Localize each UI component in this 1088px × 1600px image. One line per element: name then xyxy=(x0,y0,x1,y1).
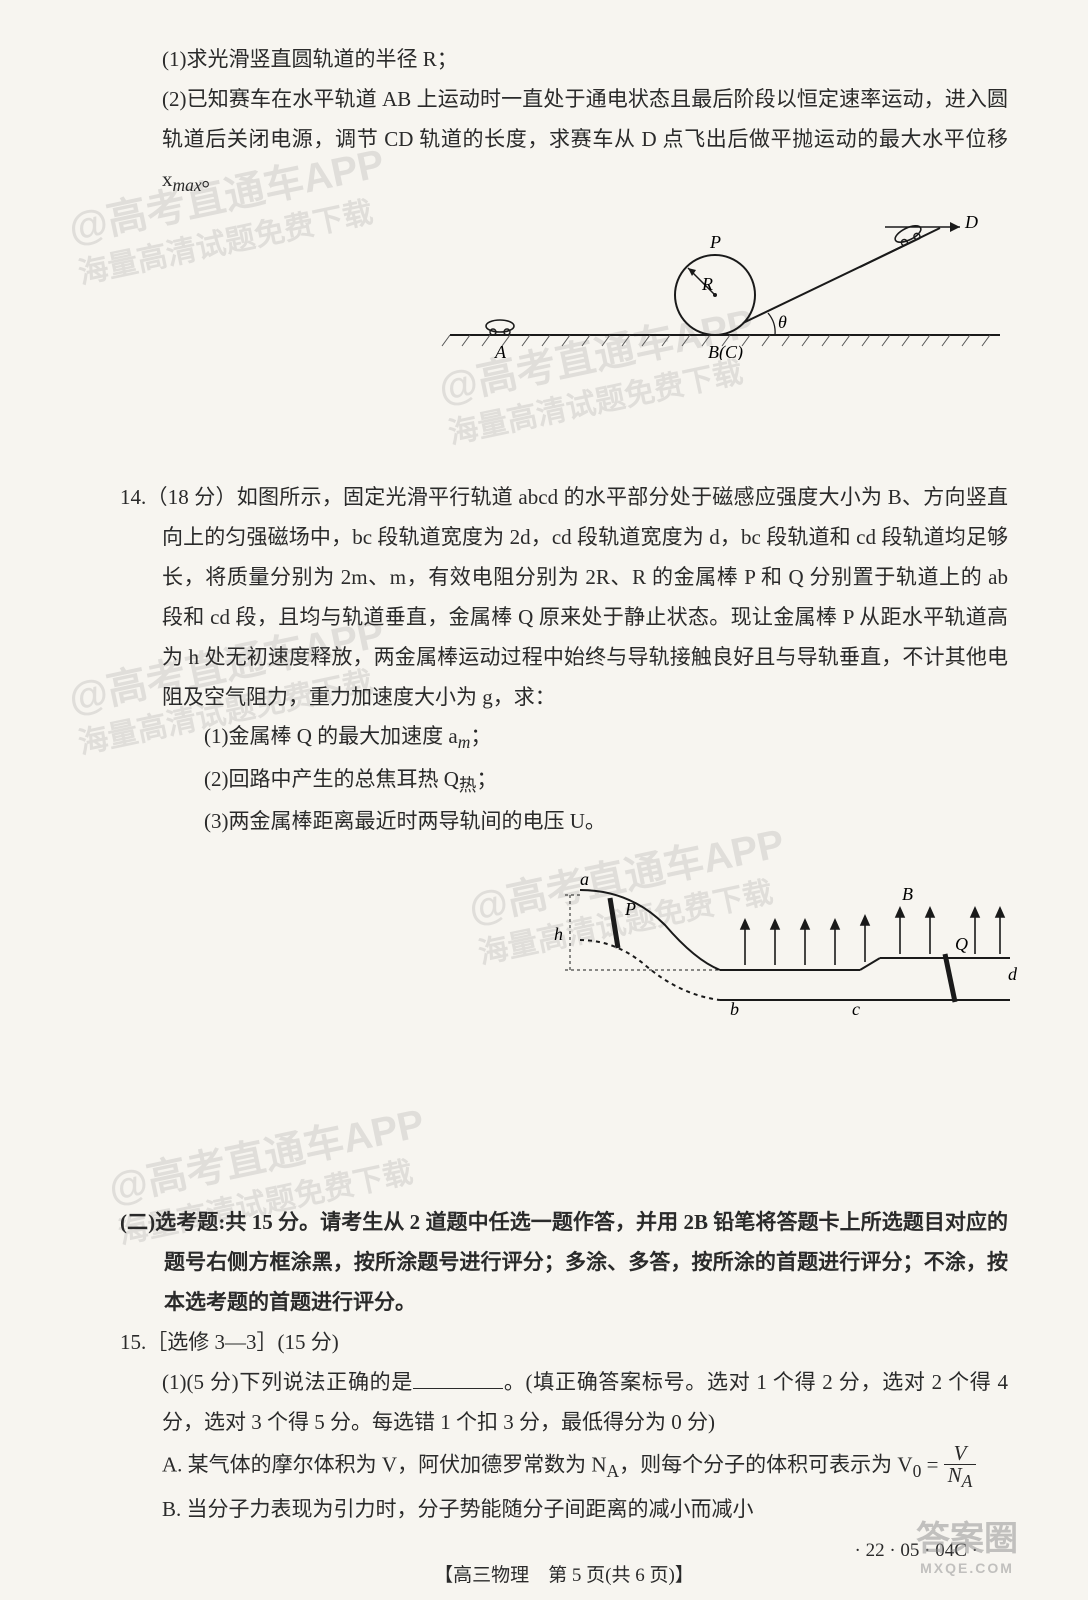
spacer-3 xyxy=(120,1133,1008,1203)
svg-text:B: B xyxy=(902,884,913,904)
frac-den-sub: A xyxy=(962,1471,973,1491)
svg-text:c: c xyxy=(852,999,860,1015)
q13-diagram: R P θ D A B(C) xyxy=(440,210,1000,360)
stamp-line2: MXQE.COM xyxy=(916,1560,1018,1576)
q13-part2-text: (2)已知赛车在水平轨道 AB 上运动时一直处于通电状态且最后阶段以恒定速率运动… xyxy=(162,87,1008,191)
svg-text:P: P xyxy=(709,232,721,252)
stamp-line1: 答案圈 xyxy=(916,1511,1018,1560)
q15-optA-a: A. 某气体的摩尔体积为 V，阿伏加德罗常数为 N xyxy=(162,1452,607,1476)
svg-text:h: h xyxy=(554,924,563,944)
q13-part2-tail: 。 xyxy=(202,167,223,191)
q14-p2: (2)回路中产生的总焦耳热 Q热； xyxy=(120,760,1008,802)
q15-p1-a: (1)(5 分)下列说法正确的是 xyxy=(162,1370,413,1394)
q15-optA-sub1: A xyxy=(607,1460,620,1480)
svg-text:Q: Q xyxy=(955,934,968,954)
q14-p2-tail: ； xyxy=(476,767,497,791)
svg-text:R: R xyxy=(701,274,713,294)
svg-text:d: d xyxy=(1008,964,1018,984)
frac-num: V xyxy=(944,1443,977,1465)
q15-optA-sub2: 0 xyxy=(913,1460,922,1480)
q14-p1-text: (1)金属棒 Q 的最大加速度 a xyxy=(204,724,458,748)
svg-text:P: P xyxy=(624,899,636,919)
q15-optA-b: ，则每个分子的体积可表示为 V xyxy=(619,1452,912,1476)
q14-header: 14.（18 分）如图所示，固定光滑平行轨道 abcd 的水平部分处于磁感应强度… xyxy=(120,478,1008,717)
spacer xyxy=(120,368,1008,478)
q13-part2-sub: max xyxy=(173,175,202,195)
frac-den-a: N xyxy=(948,1463,962,1487)
corner-stamp: 答案圈 MXQE.COM xyxy=(916,1511,1018,1576)
q15-optA-c: = xyxy=(921,1452,943,1476)
q15-optA: A. 某气体的摩尔体积为 V，阿伏加德罗常数为 NA，则每个分子的体积可表示为 … xyxy=(120,1443,1008,1491)
page-footer: 【高三物理 第 5 页(共 6 页)】 xyxy=(120,1560,1008,1587)
svg-text:b: b xyxy=(730,999,739,1015)
svg-text:a: a xyxy=(580,869,589,889)
spacer-2 xyxy=(120,1023,1008,1133)
q13-part1: (1)求光滑竖直圆轨道的半径 R； xyxy=(120,40,1008,80)
q14-p1: (1)金属棒 Q 的最大加速度 am； xyxy=(120,717,1008,759)
svg-text:B(C): B(C) xyxy=(708,342,743,360)
q15-header: 15.［选修 3—3］(15 分) xyxy=(120,1323,1008,1363)
q15-p1: (1)(5 分)下列说法正确的是。(填正确答案标号。选对 1 个得 2 分，选对… xyxy=(120,1363,1008,1443)
svg-text:θ: θ xyxy=(778,312,787,332)
svg-text:D: D xyxy=(964,212,978,232)
frac-den: NA xyxy=(944,1465,977,1491)
q13-part2: (2)已知赛车在水平轨道 AB 上运动时一直处于通电状态且最后阶段以恒定速率运动… xyxy=(120,80,1008,202)
q14-p2-sub: 热 xyxy=(459,775,477,795)
q14-p1-tail: ； xyxy=(470,724,491,748)
q14-p3: (3)两金属棒距离最近时两导轨间的电压 U。 xyxy=(120,802,1008,842)
svg-text:A: A xyxy=(494,342,507,360)
blank-underline xyxy=(413,1369,503,1389)
fraction: VNA xyxy=(944,1443,977,1491)
q14-p1-sub: m xyxy=(458,733,471,753)
q15-optB: B. 当分子力表现为引力时，分子势能随分子间距离的减小而减小 xyxy=(120,1490,1008,1530)
section2-title: (二)选考题:共 15 分。请考生从 2 道题中任选一题作答，并用 2B 铅笔将… xyxy=(164,1203,1008,1323)
q14-p2-text: (2)回路中产生的总焦耳热 Q xyxy=(204,767,459,791)
q14-diagram: h a P B Q b c d xyxy=(550,850,1020,1015)
exam-page: (1)求光滑竖直圆轨道的半径 R； (2)已知赛车在水平轨道 AB 上运动时一直… xyxy=(0,0,1088,1600)
